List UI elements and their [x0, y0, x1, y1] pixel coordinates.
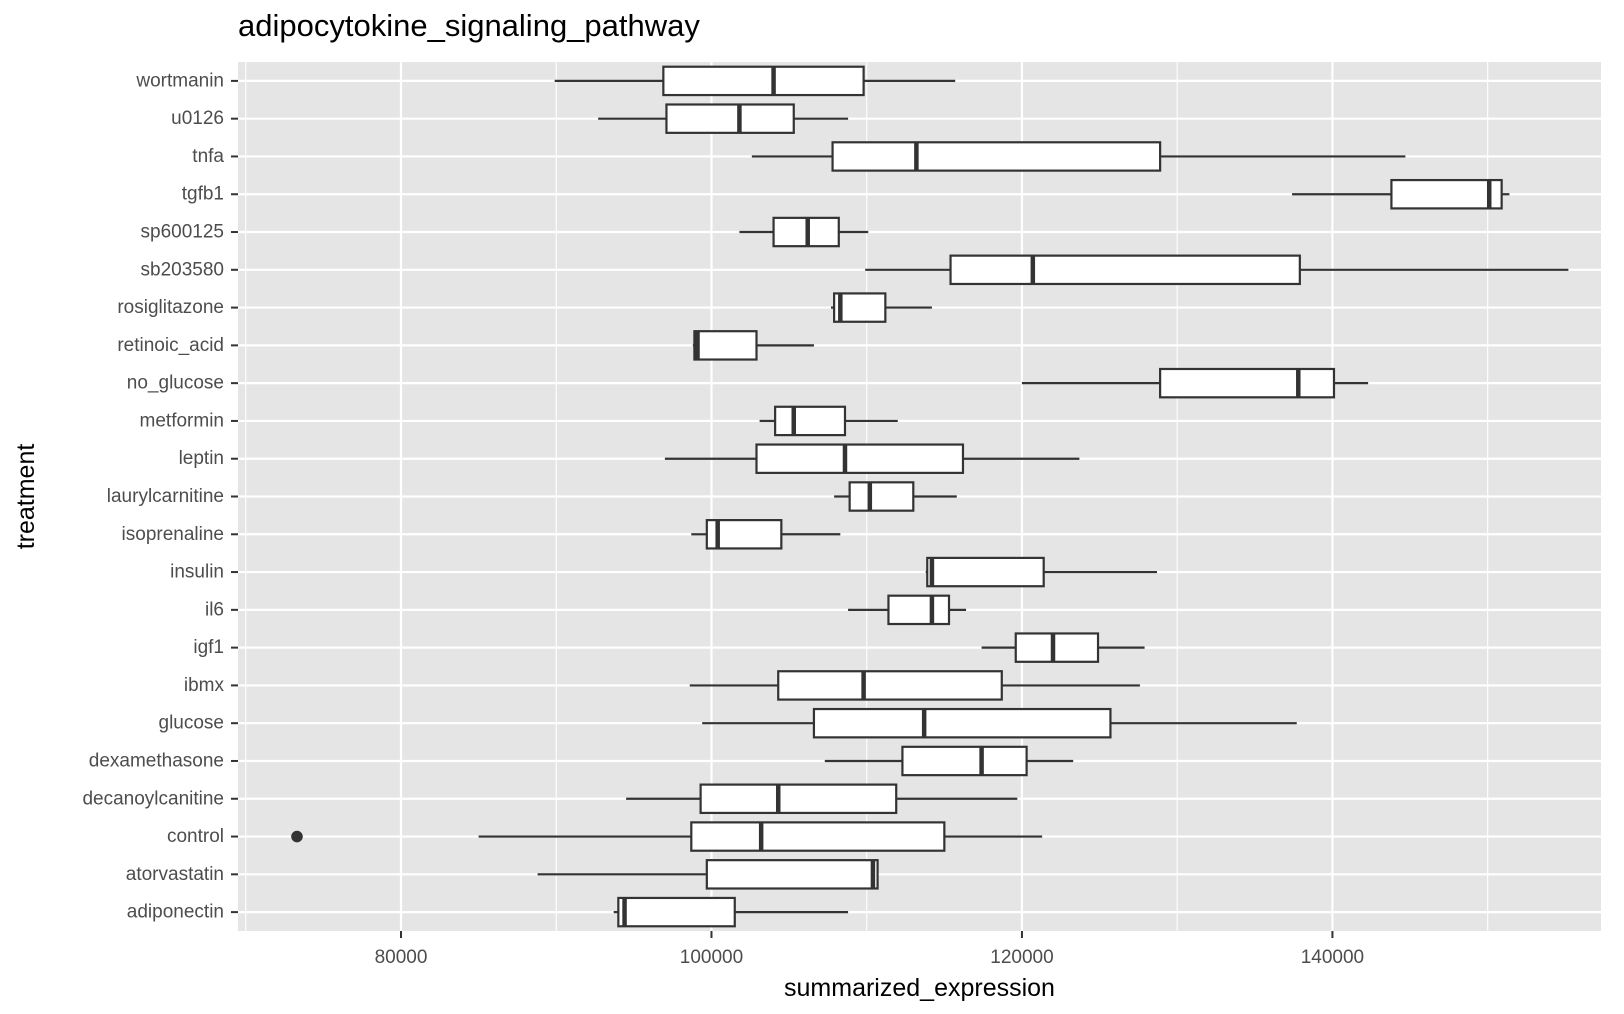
y-tick-label: il6 — [205, 599, 224, 620]
y-tick-label: igf1 — [193, 637, 224, 658]
box-il6 — [848, 594, 967, 626]
y-tick-label: decanoylcanitine — [82, 788, 224, 809]
iqr-box — [887, 594, 951, 626]
y-tick-label: no_glucose — [127, 373, 224, 394]
y-tick-label: rosiglitazone — [117, 297, 224, 318]
boxes — [291, 65, 1569, 928]
y-tick-label: wortmanin — [135, 70, 224, 91]
box-decanoylcanitine — [626, 783, 1018, 815]
iqr-box — [1014, 632, 1100, 663]
iqr-box — [949, 254, 1301, 286]
iqr-box — [901, 745, 1028, 777]
iqr-box — [1159, 367, 1336, 399]
iqr-box — [690, 821, 946, 852]
box-wortmanin — [554, 65, 956, 97]
box-sb203580 — [865, 254, 1569, 286]
box-rosiglitazone — [831, 292, 932, 323]
x-tick-label: 120000 — [990, 947, 1053, 968]
x-tick-label: 80000 — [375, 947, 428, 968]
y-tick-label: tnfa — [192, 146, 224, 167]
box-tgfb1 — [1292, 178, 1510, 210]
box-control — [291, 821, 1043, 852]
y-tick-label: sb203580 — [141, 259, 224, 280]
y-tick-label: laurylcarnitine — [107, 486, 224, 507]
x-axis-title: summarized_expression — [784, 974, 1055, 1002]
y-tick-label: sp600125 — [141, 222, 224, 243]
box-glucose — [702, 707, 1297, 739]
y-tick-label: atorvastatin — [126, 864, 224, 885]
iqr-box — [617, 896, 736, 928]
x-tick-label: 140000 — [1301, 947, 1364, 968]
y-tick-label: isoprenaline — [122, 524, 224, 545]
axes: adiponectin atorvastatin control decanoylca… — [82, 70, 1364, 968]
box-isoprenaline — [691, 519, 841, 550]
iqr-box — [693, 330, 758, 361]
box-insulin — [925, 556, 1158, 588]
box-igf1 — [981, 632, 1145, 663]
iqr-box — [926, 556, 1045, 588]
iqr-box — [665, 103, 795, 134]
iqr-box — [774, 405, 847, 437]
outlier-point — [291, 830, 303, 843]
y-tick-label: tgfb1 — [182, 184, 224, 205]
box-u0126 — [598, 103, 849, 134]
box-dexamethasone — [824, 745, 1074, 777]
iqr-box — [1390, 178, 1503, 210]
y-tick-label: metformin — [140, 410, 224, 431]
box-tnfa — [751, 141, 1406, 172]
y-tick-label: adiponectin — [127, 902, 224, 923]
iqr-box — [833, 292, 887, 323]
y-tick-label: insulin — [170, 562, 224, 583]
iqr-box — [755, 443, 965, 474]
iqr-box — [848, 481, 915, 512]
box-metformin — [759, 405, 898, 437]
y-tick-label: leptin — [179, 448, 224, 469]
y-tick-label: dexamethasone — [89, 750, 224, 771]
box-no_glucose — [1021, 367, 1369, 399]
iqr-box — [705, 859, 879, 890]
x-tick-label: 100000 — [680, 947, 743, 968]
iqr-box — [831, 141, 1162, 172]
y-tick-label: u0126 — [171, 108, 224, 129]
y-tick-label: control — [167, 826, 224, 847]
iqr-box — [812, 707, 1112, 739]
box-laurylcarnitine — [834, 481, 957, 512]
box-retinoic_acid — [692, 330, 814, 361]
box-sp600125 — [739, 216, 869, 248]
box-ibmx — [689, 670, 1140, 701]
iqr-box — [662, 65, 865, 97]
iqr-box — [699, 783, 898, 815]
chart-title: adipocytokine_signaling_pathway — [238, 8, 700, 43]
y-axis-title: treatment — [12, 444, 40, 550]
y-tick-label: ibmx — [184, 675, 225, 696]
box-atorvastatin — [537, 859, 879, 890]
y-tick-label: retinoic_acid — [117, 335, 224, 356]
iqr-box — [777, 670, 1003, 701]
box-leptin — [664, 443, 1080, 474]
box-adiponectin — [613, 896, 849, 928]
y-tick-label: glucose — [159, 713, 225, 734]
